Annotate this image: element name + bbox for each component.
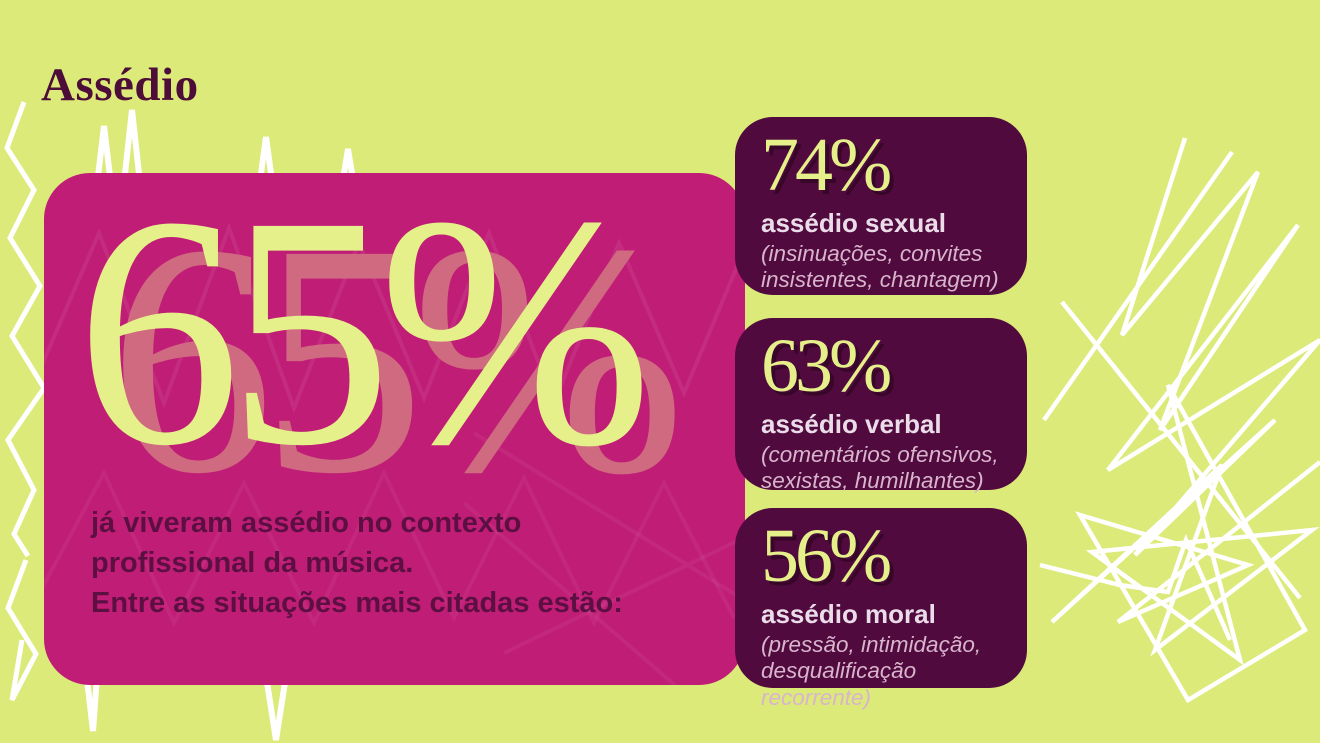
main-stat-box: 65% já viveram assédio no contexto profi… [44,173,745,685]
card-label: assédio verbal [761,408,942,439]
card-label: assédio sexual [761,207,946,238]
card-detail: (insinuações, convites insistentes, chan… [761,240,999,293]
stat-card-moral-harassment: 56% assédio moral (pressão, intimidação,… [735,508,1027,710]
box-pattern-decoration [44,222,745,685]
scribble-starburst-decoration [1039,137,1320,704]
spike-lines-decoration [77,109,361,741]
stat-card-verbal-harassment: 63% assédio verbal (comentários ofensivo… [735,318,1027,493]
page-title: Assédio [41,59,199,111]
card-percent-value: 56% [761,514,892,598]
big-percent-value: 65% [76,173,653,514]
description-line: Entre as situações mais citadas estão: [91,587,623,620]
description-line: profissional da música. [91,547,414,580]
waveform-lines-decoration [4,101,47,702]
card-percent-value: 63% [761,324,892,408]
description-line: já viveram assédio no contexto [91,507,522,539]
card-label: assédio moral [761,598,936,629]
main-stat-description: já viveram assédio no contexto profissio… [91,503,623,623]
card-detail: (comentários ofensivos, sexistas, humilh… [761,441,999,494]
stat-card-sexual-harassment: 74% assédio sexual (insinuações, convite… [735,117,1027,295]
card-detail: (pressão, intimidação, desqualificação r… [761,631,982,710]
card-percent-value: 74% [761,123,892,207]
